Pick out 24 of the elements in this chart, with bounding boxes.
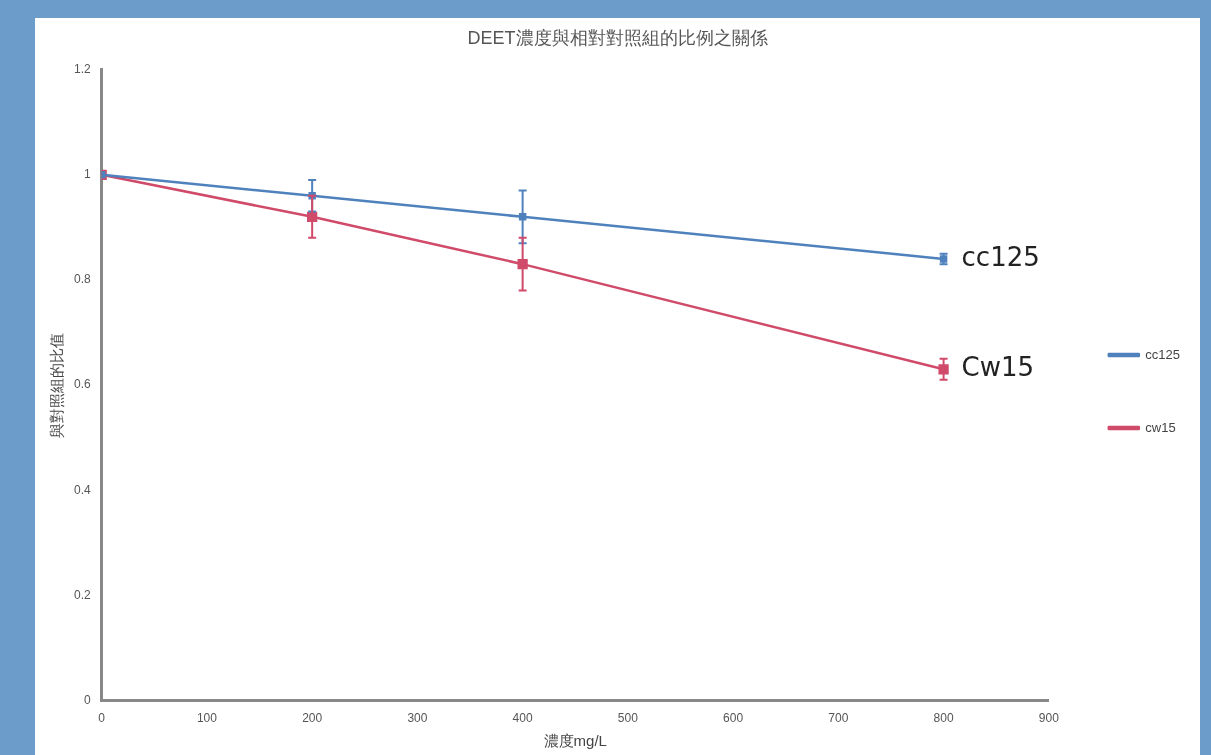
x-tick-label: 300 [407, 711, 428, 726]
y-tick-label: 0.6 [73, 377, 91, 392]
x-tick-label: 400 [512, 711, 533, 726]
chart-title: DEET濃度與相對對照組的比例之關係 [467, 27, 768, 48]
x-tick-label: 800 [933, 711, 954, 726]
x-tick-label: 100 [196, 711, 218, 726]
x-axis-title: 濃度mg/L [543, 732, 607, 750]
x-tick-label: 200 [302, 711, 323, 726]
x-tick-label: 700 [828, 711, 849, 726]
annotation: Cw15 [961, 352, 1035, 383]
x-tick-label: 900 [1038, 711, 1060, 726]
x-tick-label: 500 [617, 711, 639, 726]
y-tick-label: 1 [83, 167, 91, 182]
x-tick-label: 600 [723, 711, 744, 726]
y-tick-label: 0.8 [73, 272, 91, 287]
y-tick-label: 0.2 [73, 587, 91, 602]
legend-label: cw15 [1145, 419, 1176, 435]
x-tick-label: 0 [98, 711, 106, 726]
y-tick-label: 1.2 [73, 61, 91, 76]
y-axis-title: 與對照組的比值 [48, 332, 66, 438]
legend-label: cc125 [1145, 346, 1181, 362]
annotation: cc125 [961, 241, 1040, 272]
y-tick-label: 0.4 [73, 482, 91, 497]
y-tick-label: 0 [83, 692, 91, 707]
